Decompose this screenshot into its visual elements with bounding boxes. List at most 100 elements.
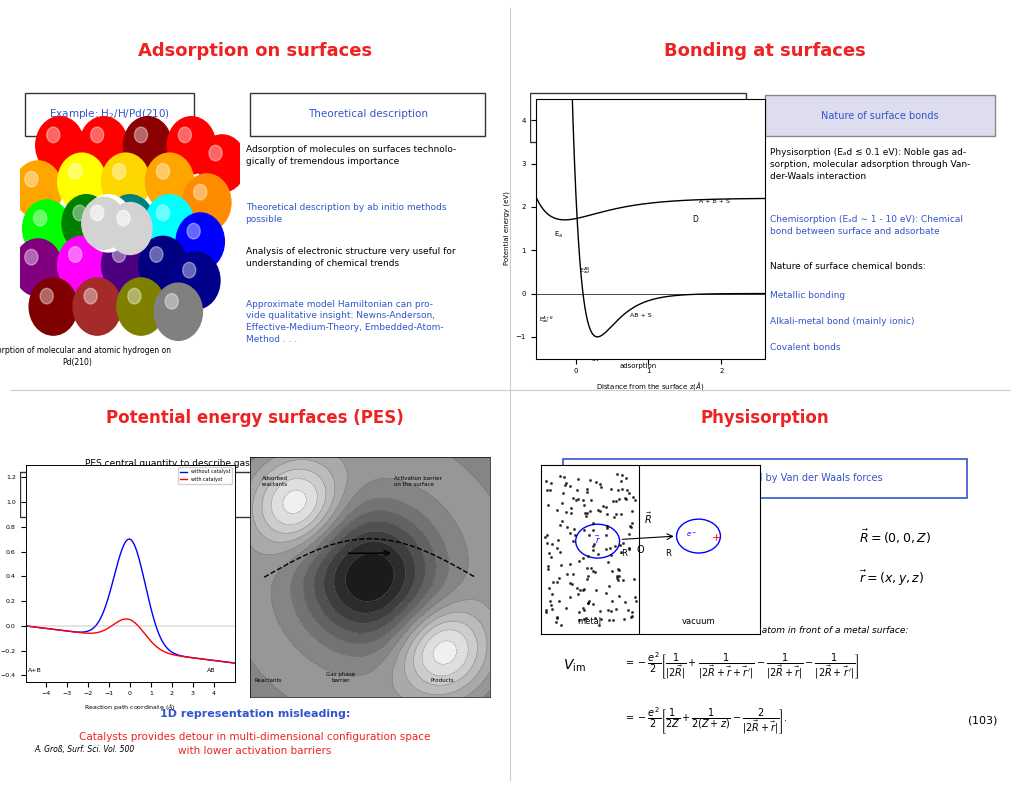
- Circle shape: [112, 247, 125, 262]
- Point: [599, 556, 615, 568]
- Point: [575, 602, 591, 615]
- Point: [567, 528, 583, 541]
- FancyBboxPatch shape: [217, 472, 489, 517]
- Text: 1D representation misleading:: 1D representation misleading:: [160, 709, 350, 719]
- with catalyst: [111, 617, 123, 626]
- Point: [580, 597, 596, 610]
- Circle shape: [84, 288, 97, 304]
- Point: [537, 474, 553, 487]
- Circle shape: [156, 164, 169, 179]
- Point: [614, 537, 631, 549]
- Text: Alkali-metal bond (mainly ionic): Alkali-metal bond (mainly ionic): [769, 317, 913, 326]
- Point: [580, 529, 596, 541]
- Point: [583, 562, 599, 574]
- Point: [602, 482, 619, 495]
- Point: [580, 550, 596, 563]
- Point: [592, 505, 608, 518]
- Point: [548, 611, 565, 624]
- Point: [552, 619, 569, 631]
- Circle shape: [156, 205, 169, 221]
- Point: [585, 517, 601, 530]
- Point: [537, 604, 553, 616]
- with catalyst: [19, 621, 32, 630]
- Circle shape: [178, 127, 192, 143]
- Point: [624, 504, 640, 517]
- Circle shape: [117, 278, 165, 335]
- FancyBboxPatch shape: [250, 92, 484, 136]
- Point: [539, 560, 555, 573]
- Circle shape: [106, 195, 154, 252]
- Text: Potential energy curves for molecular and dissociative
adsorption: Potential energy curves for molecular an…: [543, 355, 733, 369]
- Point: [578, 611, 594, 624]
- Point: [616, 492, 633, 505]
- Point: [567, 493, 583, 506]
- Point: [602, 549, 619, 562]
- Text: Covalent bonds: Covalent bonds: [769, 344, 840, 352]
- Text: $\vec{r} = (x,y,z)$: $\vec{r} = (x,y,z)$: [858, 569, 923, 588]
- Point: [598, 519, 614, 532]
- Point: [614, 574, 631, 586]
- Point: [591, 478, 607, 490]
- Point: [542, 477, 558, 489]
- Point: [591, 604, 607, 617]
- Point: [548, 611, 565, 623]
- Point: [575, 523, 591, 536]
- Point: [591, 619, 607, 631]
- Point: [561, 591, 578, 604]
- Point: [610, 589, 627, 602]
- Point: [611, 508, 628, 521]
- Point: [598, 507, 614, 520]
- Point: [592, 480, 608, 492]
- Circle shape: [82, 197, 125, 249]
- Text: Physisorption mediated by Van der Waals forces: Physisorption mediated by Van der Waals …: [646, 474, 882, 483]
- Text: A + B + S: A + B + S: [699, 199, 730, 203]
- Point: [579, 483, 595, 496]
- Point: [548, 542, 565, 555]
- without catalyst: [104, 587, 116, 597]
- Point: [571, 555, 587, 567]
- Point: [615, 612, 632, 625]
- Circle shape: [209, 145, 222, 161]
- Circle shape: [182, 262, 196, 278]
- Point: [602, 604, 619, 617]
- Point: [550, 594, 567, 607]
- Point: [623, 517, 639, 530]
- Point: [576, 499, 592, 511]
- Text: 1D representation: 1D representation: [67, 489, 161, 500]
- without catalyst: [182, 652, 195, 662]
- Point: [543, 599, 559, 611]
- Text: Reactants: Reactants: [255, 678, 282, 683]
- Point: [548, 576, 565, 589]
- Text: Nature of surface bonds: Nature of surface bonds: [820, 111, 937, 121]
- Point: [557, 601, 574, 614]
- Point: [589, 548, 605, 560]
- Circle shape: [112, 164, 125, 179]
- Point: [570, 587, 586, 600]
- Text: $= -\dfrac{e^2}{2}\left[\dfrac{1}{|2\vec{R}|} + \dfrac{1}{|2\vec{R}+\vec{r}+\vec: $= -\dfrac{e^2}{2}\left[\dfrac{1}{|2\vec…: [624, 650, 859, 681]
- Text: Theoretical description by ab initio methods
possible: Theoretical description by ab initio met…: [246, 203, 445, 224]
- without catalyst: [123, 534, 136, 544]
- Point: [616, 472, 633, 485]
- Text: -R: -R: [619, 548, 628, 558]
- Point: [604, 614, 621, 626]
- Point: [553, 496, 570, 509]
- Text: Theoretical description: Theoretical description: [308, 110, 427, 119]
- Text: Bonding at surfaces: Bonding at surfaces: [663, 43, 865, 60]
- Circle shape: [146, 195, 194, 252]
- Point: [608, 571, 625, 584]
- Text: +: +: [710, 533, 720, 543]
- Text: Chemisorption (Eₐd ∼ 1 - 10 eV): Chemical
bond between surface and adsorbate: Chemisorption (Eₐd ∼ 1 - 10 eV): Chemica…: [769, 215, 962, 236]
- Point: [575, 493, 591, 506]
- Point: [607, 495, 624, 507]
- Text: Adsorbed
reactants: Adsorbed reactants: [262, 476, 287, 487]
- Circle shape: [14, 161, 62, 218]
- Point: [576, 613, 592, 626]
- Circle shape: [186, 223, 200, 239]
- Point: [623, 611, 639, 623]
- Point: [625, 572, 641, 585]
- FancyBboxPatch shape: [562, 459, 966, 498]
- Point: [621, 541, 637, 554]
- Circle shape: [167, 117, 215, 174]
- FancyBboxPatch shape: [530, 92, 746, 142]
- without catalyst: [19, 621, 32, 630]
